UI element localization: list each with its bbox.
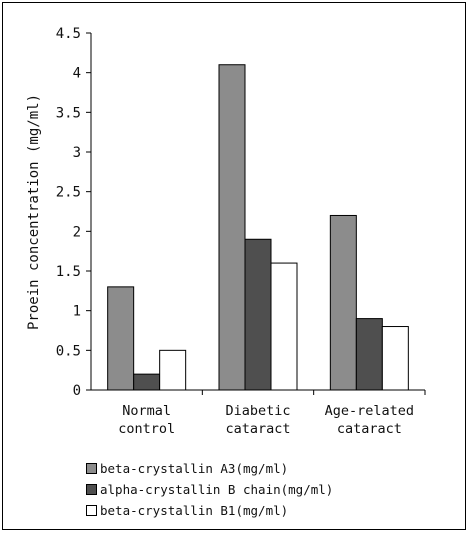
legend: beta-crystallin A3(mg/ml) alpha-crystalli…: [86, 458, 426, 521]
bar: [107, 286, 135, 391]
bar: [244, 238, 272, 391]
x-tick-label: control: [118, 421, 175, 437]
legend-label: alpha-crystallin B chain(mg/ml): [100, 482, 334, 497]
y-tick-label: 0: [73, 383, 81, 399]
plot-area: 0 0.5 1 1.5 2 2.5 3 3.5 4 4.5 Normal control Diabeti…: [56, 26, 426, 437]
x-tick-label: Normal: [122, 403, 171, 419]
legend-swatch: [86, 463, 97, 474]
bar: [329, 214, 357, 391]
legend-label: beta-crystallin A3(mg/ml): [100, 461, 289, 476]
y-tick-label: 3.5: [56, 105, 81, 121]
legend-swatch: [86, 505, 97, 516]
legend-item: beta-crystallin A3(mg/ml): [86, 458, 426, 479]
bar: [355, 318, 383, 391]
legend-label: beta-crystallin B1(mg/ml): [100, 503, 289, 518]
y-tick-label: 3: [73, 145, 81, 161]
y-tick-label: 2.5: [56, 185, 81, 201]
y-axis-label: Proein concentration (mg/ml): [26, 94, 42, 330]
x-tick-label: Age-related: [325, 403, 414, 419]
y-tick-label: 1.5: [56, 264, 81, 280]
bar: [133, 373, 161, 391]
y-tick-label: 4.5: [56, 26, 81, 42]
x-tick-label: cataract: [225, 421, 290, 437]
bar: [270, 262, 298, 391]
bar: [159, 349, 187, 391]
x-tick-label: cataract: [337, 421, 402, 437]
y-tick-label: 0.5: [56, 343, 81, 359]
legend-item: alpha-crystallin B chain(mg/ml): [86, 479, 426, 500]
y-tick-label: 1: [73, 304, 81, 320]
bar: [218, 64, 246, 391]
y-tick-label: 4: [73, 66, 81, 82]
x-tick-label: Diabetic: [225, 403, 290, 419]
y-tick-label: 2: [73, 224, 81, 240]
bar: [381, 326, 409, 391]
legend-item: beta-crystallin B1(mg/ml): [86, 500, 426, 521]
legend-swatch: [86, 484, 97, 495]
